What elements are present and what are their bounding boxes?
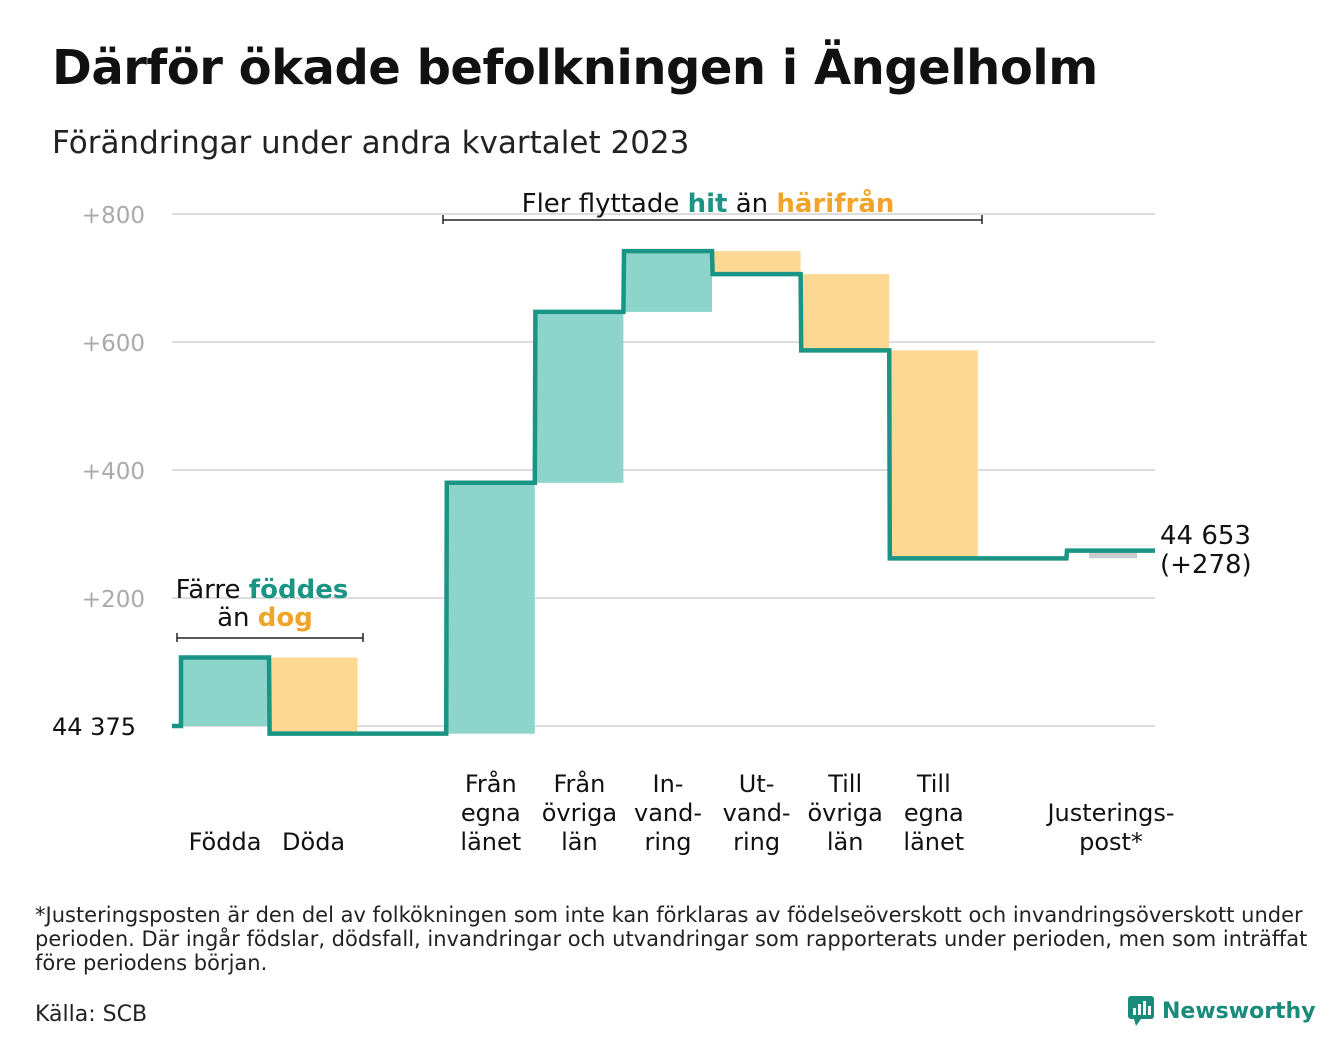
annotation-births-deaths-line1: Färre föddes	[176, 575, 349, 605]
bar-Tillövrigalän	[801, 274, 890, 351]
label-layer: Födda Döda Från egna länet Från övriga länIn-va…	[52, 521, 1252, 856]
start-value-label: 44 375	[52, 713, 136, 741]
newsworthy-logo[interactable]: Newsworthy	[1128, 996, 1316, 1026]
x-tick-label-Ut-vand-ring: Ut-vand-ring	[723, 770, 791, 856]
x-tick-label-Frånövrigalän: Från övriga län	[542, 769, 617, 856]
x-tick-label-Frånegnalänet: Från egna länet	[460, 769, 521, 856]
step-line	[172, 248, 1155, 736]
bar-Födda	[181, 657, 269, 726]
newsworthy-logo-icon	[1128, 996, 1154, 1026]
chart-subtitle: Förändringar under andra kvartalet 2023	[52, 125, 690, 161]
x-tick-label-Tillövrigalän: Till övriga län	[808, 770, 883, 856]
x-tick-label-Födda: Födda	[189, 828, 262, 856]
bar-Frånövrigalän	[535, 311, 624, 483]
step-line-layer	[172, 248, 1155, 736]
x-tick-label-Döda: Döda	[282, 828, 345, 856]
bar-Tillegnalänet	[889, 350, 978, 559]
bar-Justerings-post*	[1089, 550, 1137, 559]
y-tick-label-600: +600	[82, 331, 145, 357]
x-tick-label-Tillegnalänet: Till egna länet	[903, 770, 964, 856]
x-tick-label-Justerings-post*: Justerings-post*	[1045, 799, 1174, 856]
grid-layer: +200 +400 +600 +800	[82, 203, 1155, 727]
bar-Döda	[269, 657, 358, 734]
end-change-label: (+278)	[1160, 550, 1252, 580]
annotation-births-deaths-line2: än dog	[217, 603, 313, 633]
chart-title: Därför ökade befolkningen i Ängelholm	[52, 40, 1098, 96]
source-label: Källa: SCB	[35, 1002, 148, 1027]
footnote: *Justeringsposten är den del av folkökni…	[35, 903, 1308, 975]
y-tick-label-800: +800	[82, 203, 145, 229]
newsworthy-logo-text: Newsworthy	[1162, 998, 1316, 1024]
annotation-bracket-migration	[442, 215, 983, 224]
bar-Frånegnalänet	[446, 482, 535, 734]
bar-layer	[181, 251, 1137, 734]
x-tick-label-In-vand-ring: In-vand-ring	[634, 770, 702, 856]
end-value-label: 44 653	[1160, 521, 1251, 551]
annotation-bracket-births-deaths	[176, 633, 364, 642]
bar-In-vand-ring	[624, 251, 712, 312]
y-tick-label-400: +400	[82, 459, 145, 485]
annotation-migration: Fler flyttade hit än härifrån	[522, 187, 895, 219]
y-tick-label-200: +200	[82, 587, 145, 613]
bar-Ut-vand-ring	[712, 251, 801, 275]
